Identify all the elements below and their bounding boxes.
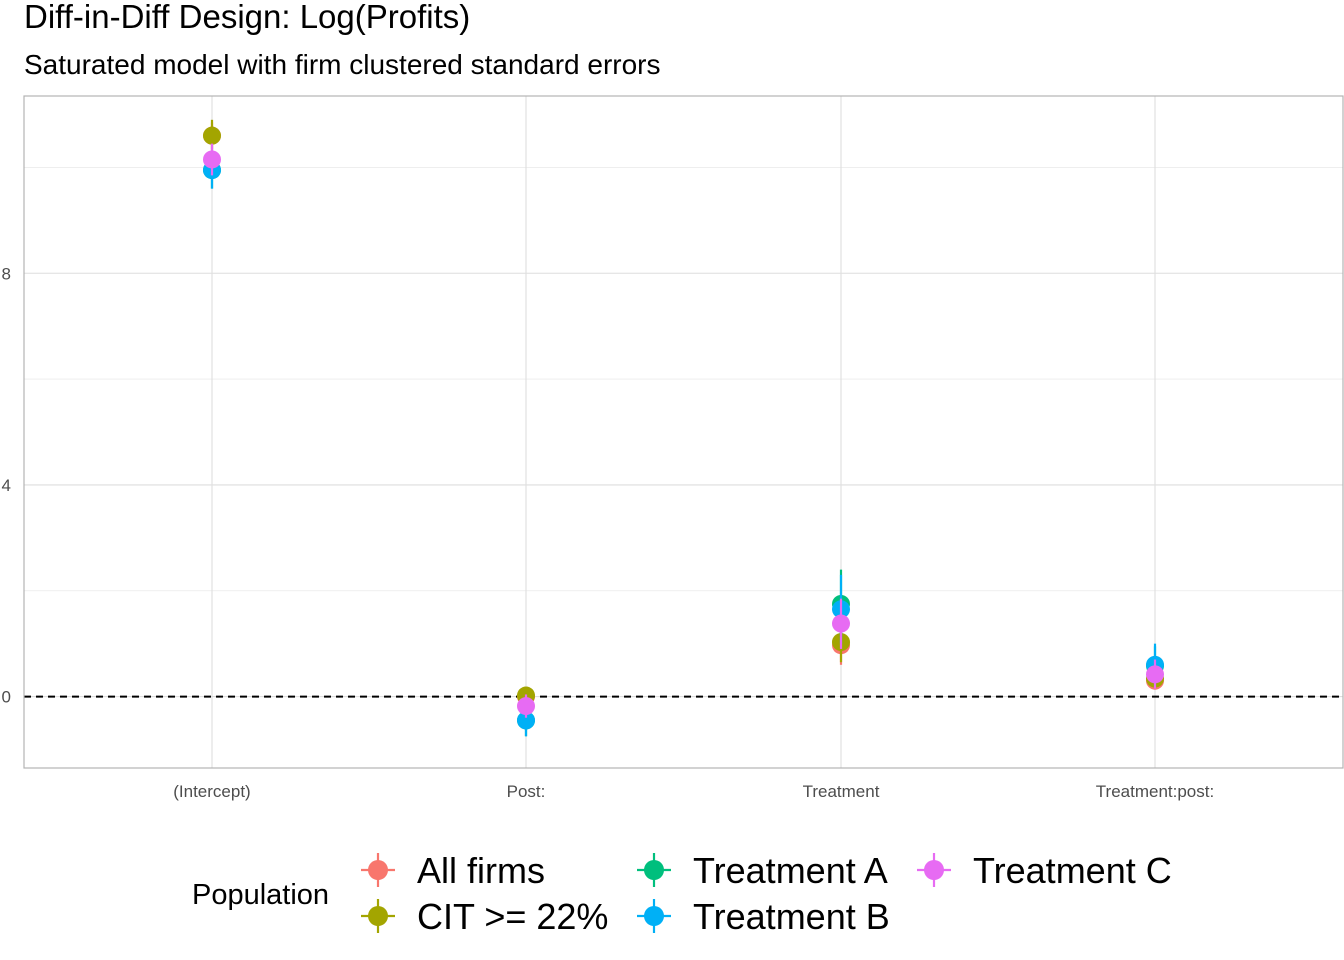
data-series (203, 119, 1164, 737)
y-tick-label: 8 (2, 264, 11, 283)
series-group (203, 151, 1164, 737)
axes: 0 4 8 (Intercept) Post: Treatment Treatment:po… (2, 264, 1343, 801)
y-tick-label: 0 (2, 688, 11, 707)
legend-key-point (368, 906, 388, 926)
series-group (203, 143, 1164, 718)
legend-key (637, 853, 671, 887)
data-point (1146, 665, 1164, 684)
data-point (517, 711, 535, 730)
data-point (517, 697, 535, 716)
plot-panel-border (23, 95, 1344, 769)
legend-label: Treatment C (973, 850, 1172, 891)
legend-key-point (644, 906, 664, 926)
data-point (203, 150, 221, 169)
x-tick-label: Post: (507, 782, 546, 801)
series-group (203, 122, 1164, 706)
y-tick-label: 4 (2, 476, 11, 495)
legend: Population All firms CIT >= 22% Treatment A… (192, 850, 1172, 937)
x-tick-label: Treatment:post: (1096, 782, 1214, 801)
x-tick-label: Treatment (803, 782, 880, 801)
series-group (203, 151, 1164, 737)
gridlines (24, 96, 1343, 768)
legend-key-point (924, 860, 944, 880)
chart-subtitle: Saturated model with firm clustered stan… (24, 49, 661, 80)
legend-key (361, 899, 395, 933)
legend-title: Population (192, 879, 329, 911)
legend-label: Treatment A (693, 850, 888, 891)
series-group (203, 119, 1164, 705)
legend-label: Treatment B (693, 896, 890, 937)
legend-label: CIT >= 22% (417, 896, 608, 937)
data-point (203, 126, 221, 145)
legend-key (361, 853, 395, 887)
legend-key (917, 853, 951, 887)
legend-key (637, 899, 671, 933)
x-tick-label: (Intercept) (173, 782, 250, 801)
legend-key-point (644, 860, 664, 880)
data-point (832, 614, 850, 633)
legend-label: All firms (417, 850, 545, 891)
chart-title: Diff-in-Diff Design: Log(Profits) (24, 0, 470, 35)
legend-key-point (368, 860, 388, 880)
